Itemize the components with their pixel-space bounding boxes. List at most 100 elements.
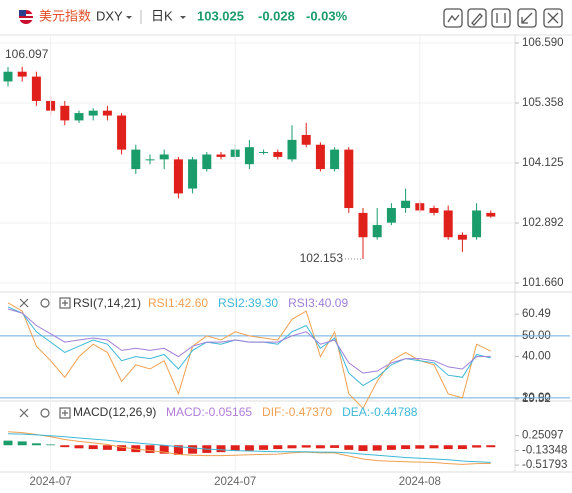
tool-button[interactable]	[467, 8, 487, 28]
index-name: 美元指数	[39, 8, 91, 23]
candle-body	[102, 110, 112, 116]
candle-body	[88, 110, 98, 116]
macd-bar	[117, 445, 127, 451]
candle-body	[287, 139, 297, 160]
macd-bar	[3, 440, 13, 446]
macd-bar	[102, 445, 112, 450]
flag-icon	[19, 10, 33, 24]
candle-body	[117, 115, 127, 150]
y-tick-label: 40.00	[522, 351, 551, 363]
legend-entry: DIF:-0.47370	[262, 405, 332, 419]
macd-bar	[273, 445, 283, 450]
x-tick-label: 2024-07	[214, 476, 256, 488]
candle-body	[386, 208, 396, 223]
macd-bar	[486, 445, 496, 448]
candle-body	[330, 149, 340, 170]
y-tick-label: 0.25097	[522, 430, 564, 442]
dropdown-arrow	[126, 16, 132, 19]
legend-entry: DEA:-0.44788	[342, 405, 418, 419]
candle-body	[273, 152, 283, 157]
candle-body	[344, 149, 354, 209]
candle-body	[17, 71, 27, 77]
macd-bar	[401, 445, 411, 450]
macd-bar	[31, 443, 41, 446]
legend-entry: RSI2:39.30	[218, 296, 278, 310]
candle-body	[486, 212, 496, 217]
macd-bar	[259, 445, 269, 450]
macd-bar	[472, 445, 482, 448]
candle-body	[145, 159, 155, 161]
candle-body	[159, 154, 169, 160]
candle-body	[60, 105, 70, 121]
change-pct: -0.03%	[306, 8, 348, 23]
price-annotation: 106.097	[5, 47, 49, 61]
candle-body	[443, 210, 453, 238]
price-annotation: 102.153	[300, 251, 344, 265]
x-tick-label: 2024-08	[399, 476, 441, 488]
series-line	[7, 431, 491, 465]
candle-body	[315, 144, 325, 170]
candle-body	[457, 234, 467, 240]
y-tick-label: 104.125	[522, 157, 564, 169]
series-line	[7, 302, 492, 410]
candle-body	[202, 154, 212, 170]
macd-bar	[74, 445, 84, 449]
price: 103.025	[197, 8, 244, 23]
tool-button[interactable]	[443, 8, 463, 28]
candle-body	[188, 159, 198, 189]
period[interactable]: 日K	[151, 8, 173, 23]
candle-body	[259, 152, 269, 154]
candle-body	[372, 225, 382, 238]
y-tick-label: 106.590	[522, 37, 564, 49]
macd-bar	[372, 445, 382, 451]
macd-bar	[443, 445, 453, 450]
candle-body	[244, 147, 254, 165]
macd-bar	[415, 445, 425, 449]
candle-body	[74, 113, 84, 121]
candle-body	[472, 210, 482, 238]
candle-body	[429, 208, 439, 213]
candle-body	[131, 149, 141, 170]
y-tick-label: 19.52	[522, 393, 551, 405]
y-tick-label: 60.49	[522, 308, 551, 320]
legend-entry: RSI3:40.09	[288, 296, 348, 310]
symbol[interactable]: DXY	[96, 8, 123, 23]
tool-button[interactable]	[543, 8, 563, 28]
tool-button[interactable]	[491, 8, 511, 28]
macd-icons	[19, 407, 71, 419]
legend-entry: RSI1:42.60	[148, 296, 208, 310]
candle-body	[173, 159, 183, 194]
tool-button[interactable]	[517, 8, 537, 28]
candle-body	[301, 135, 311, 145]
macd-bar	[358, 445, 368, 451]
candle-body	[31, 76, 41, 101]
macd-bar	[173, 445, 183, 455]
candle-body	[216, 154, 226, 157]
rsi-icons	[19, 297, 71, 309]
series-line	[7, 433, 491, 463]
macd-bar	[216, 445, 226, 453]
change: -0.028	[258, 8, 295, 23]
y-tick-label: -0.13348	[522, 444, 567, 456]
series-line	[7, 308, 491, 374]
macd-bar	[457, 445, 467, 450]
toolbar	[443, 8, 563, 28]
macd-bar	[330, 445, 340, 448]
y-tick-label: 102.892	[522, 217, 564, 229]
candle-body	[3, 71, 13, 82]
macd-bar	[386, 445, 396, 450]
macd-bar	[88, 445, 98, 450]
macd-bar	[60, 445, 70, 448]
macd-bar	[17, 441, 27, 446]
macd-bar	[301, 445, 311, 448]
rsi-title: RSI(7,14,21)	[73, 296, 141, 310]
y-tick-label: 105.358	[522, 97, 564, 109]
x-tick-label: 2024-07	[29, 476, 71, 488]
y-tick-label: -0.51793	[522, 459, 567, 471]
legend-entry: MACD:-0.05165	[166, 405, 252, 419]
macd-bar	[315, 445, 325, 449]
macd-bar	[188, 445, 198, 454]
